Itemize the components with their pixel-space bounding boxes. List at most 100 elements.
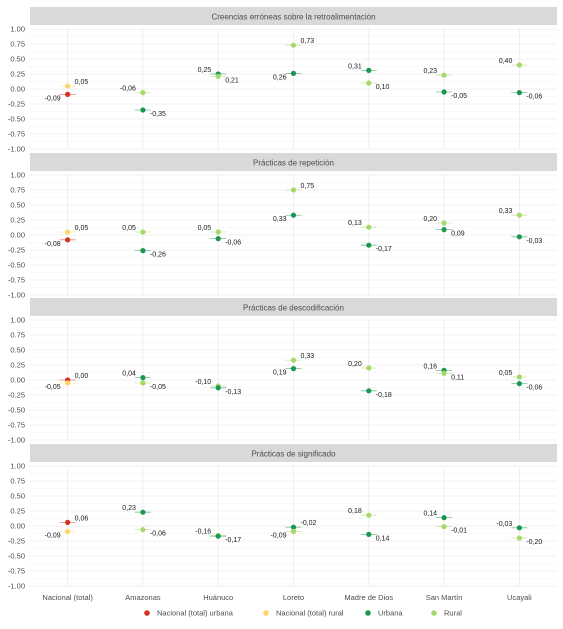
data-point [441,524,447,530]
y-tick-label: 0.25 [10,216,25,225]
data-point [516,90,522,96]
y-tick-label: -0.50 [8,115,25,124]
data-label: 0,75 [301,183,315,190]
panel-title: Prácticas de significado [251,450,336,459]
legend-marker [431,610,437,616]
data-point [140,375,146,381]
data-label: 0,00 [75,373,89,380]
data-label: 0,20 [423,216,437,223]
data-point [290,212,297,218]
data-label: -0,06 [120,86,136,93]
data-label: -0,01 [451,528,467,535]
data-label: 0,11 [451,374,464,381]
data-point [140,509,146,515]
data-label: 0,18 [348,508,362,515]
data-label: 0,19 [273,370,287,377]
legend-label: Rural [444,609,462,618]
data-point [215,236,221,242]
data-label: 0,31 [348,63,362,70]
data-point [441,220,447,226]
data-point [290,357,297,363]
data-label: -0,17 [376,246,392,253]
data-label: 0,13 [348,220,362,227]
data-label: 0,25 [198,67,212,74]
data-point [290,42,297,48]
y-tick-label: 1.00 [10,462,25,471]
data-point [140,107,146,113]
data-label: -0,16 [195,529,211,536]
data-point [290,187,297,193]
data-point [140,380,146,386]
panel-title: Prácticas de descodificación [243,304,344,313]
data-label: 0,06 [75,515,89,522]
data-label: -0,17 [225,537,241,544]
data-label: -0,05 [150,384,166,391]
data-point [366,512,372,518]
y-tick-label: -1.00 [8,291,25,300]
data-point [516,212,522,218]
legend-label: Urbana [378,609,403,618]
panel-title: Creencias erróneas sobre la retroaliment… [211,13,375,22]
x-tick-label: San Martín [426,593,463,602]
data-point [290,524,297,530]
data-point [290,528,297,535]
data-point [140,248,146,254]
data-label: -0,09 [45,95,61,102]
data-label: -0,03 [496,521,512,528]
y-tick-label: -0.25 [8,246,25,255]
x-tick-label: Madre de Dios [344,593,393,602]
panel-title: Prácticas de repetición [253,159,334,168]
data-point [65,229,71,235]
data-label: 0,14 [423,511,437,518]
data-label: -0,08 [45,241,61,248]
data-label: -0,02 [301,520,317,527]
data-label: 0,33 [301,353,315,360]
data-point [65,91,71,97]
data-label: 0,40 [499,58,513,65]
y-tick-label: 0.00 [10,231,25,240]
data-point [441,370,447,376]
x-tick-label: Loreto [283,593,304,602]
data-label: -0,13 [225,389,241,396]
data-label: -0,05 [45,384,61,391]
data-label: 0,21 [225,77,239,84]
data-label: 0,05 [75,225,89,232]
panel-strip [30,153,557,171]
data-point [65,83,71,89]
data-label: 0,26 [273,74,287,81]
y-tick-label: 0.50 [10,201,25,210]
y-tick-label: 0.00 [10,85,25,94]
data-point [65,519,71,526]
data-point [441,89,447,95]
data-point [441,227,447,233]
data-point [366,365,372,371]
data-label: -0,20 [526,539,542,546]
data-label: 0,33 [273,216,287,223]
x-tick-label: Amazonas [125,593,161,602]
data-label: 0,05 [75,79,89,86]
data-point [215,229,221,235]
data-point [215,73,221,79]
data-label: -0,06 [526,94,542,101]
data-point [366,531,372,538]
data-label: -0,05 [451,93,467,100]
data-label: 0,05 [122,225,136,232]
data-label: 0,05 [198,225,212,232]
panel-strip [30,7,557,25]
data-point [215,533,221,539]
y-tick-label: 0.50 [10,346,25,355]
x-tick-label: Nacional (total) [42,593,93,602]
x-tick-label: Huánuco [203,593,233,602]
data-label: -0,03 [526,238,542,245]
data-label: -0,35 [150,111,166,118]
y-tick-label: -0.50 [8,552,25,561]
data-point [366,80,372,86]
data-point [516,374,522,380]
data-point [366,242,372,248]
y-tick-label: -0.75 [8,421,25,430]
y-tick-label: 0.75 [10,186,25,195]
y-tick-label: 0.25 [10,361,25,370]
y-tick-label: 0.25 [10,507,25,516]
data-point [65,380,71,386]
data-label: 0,23 [423,68,437,75]
